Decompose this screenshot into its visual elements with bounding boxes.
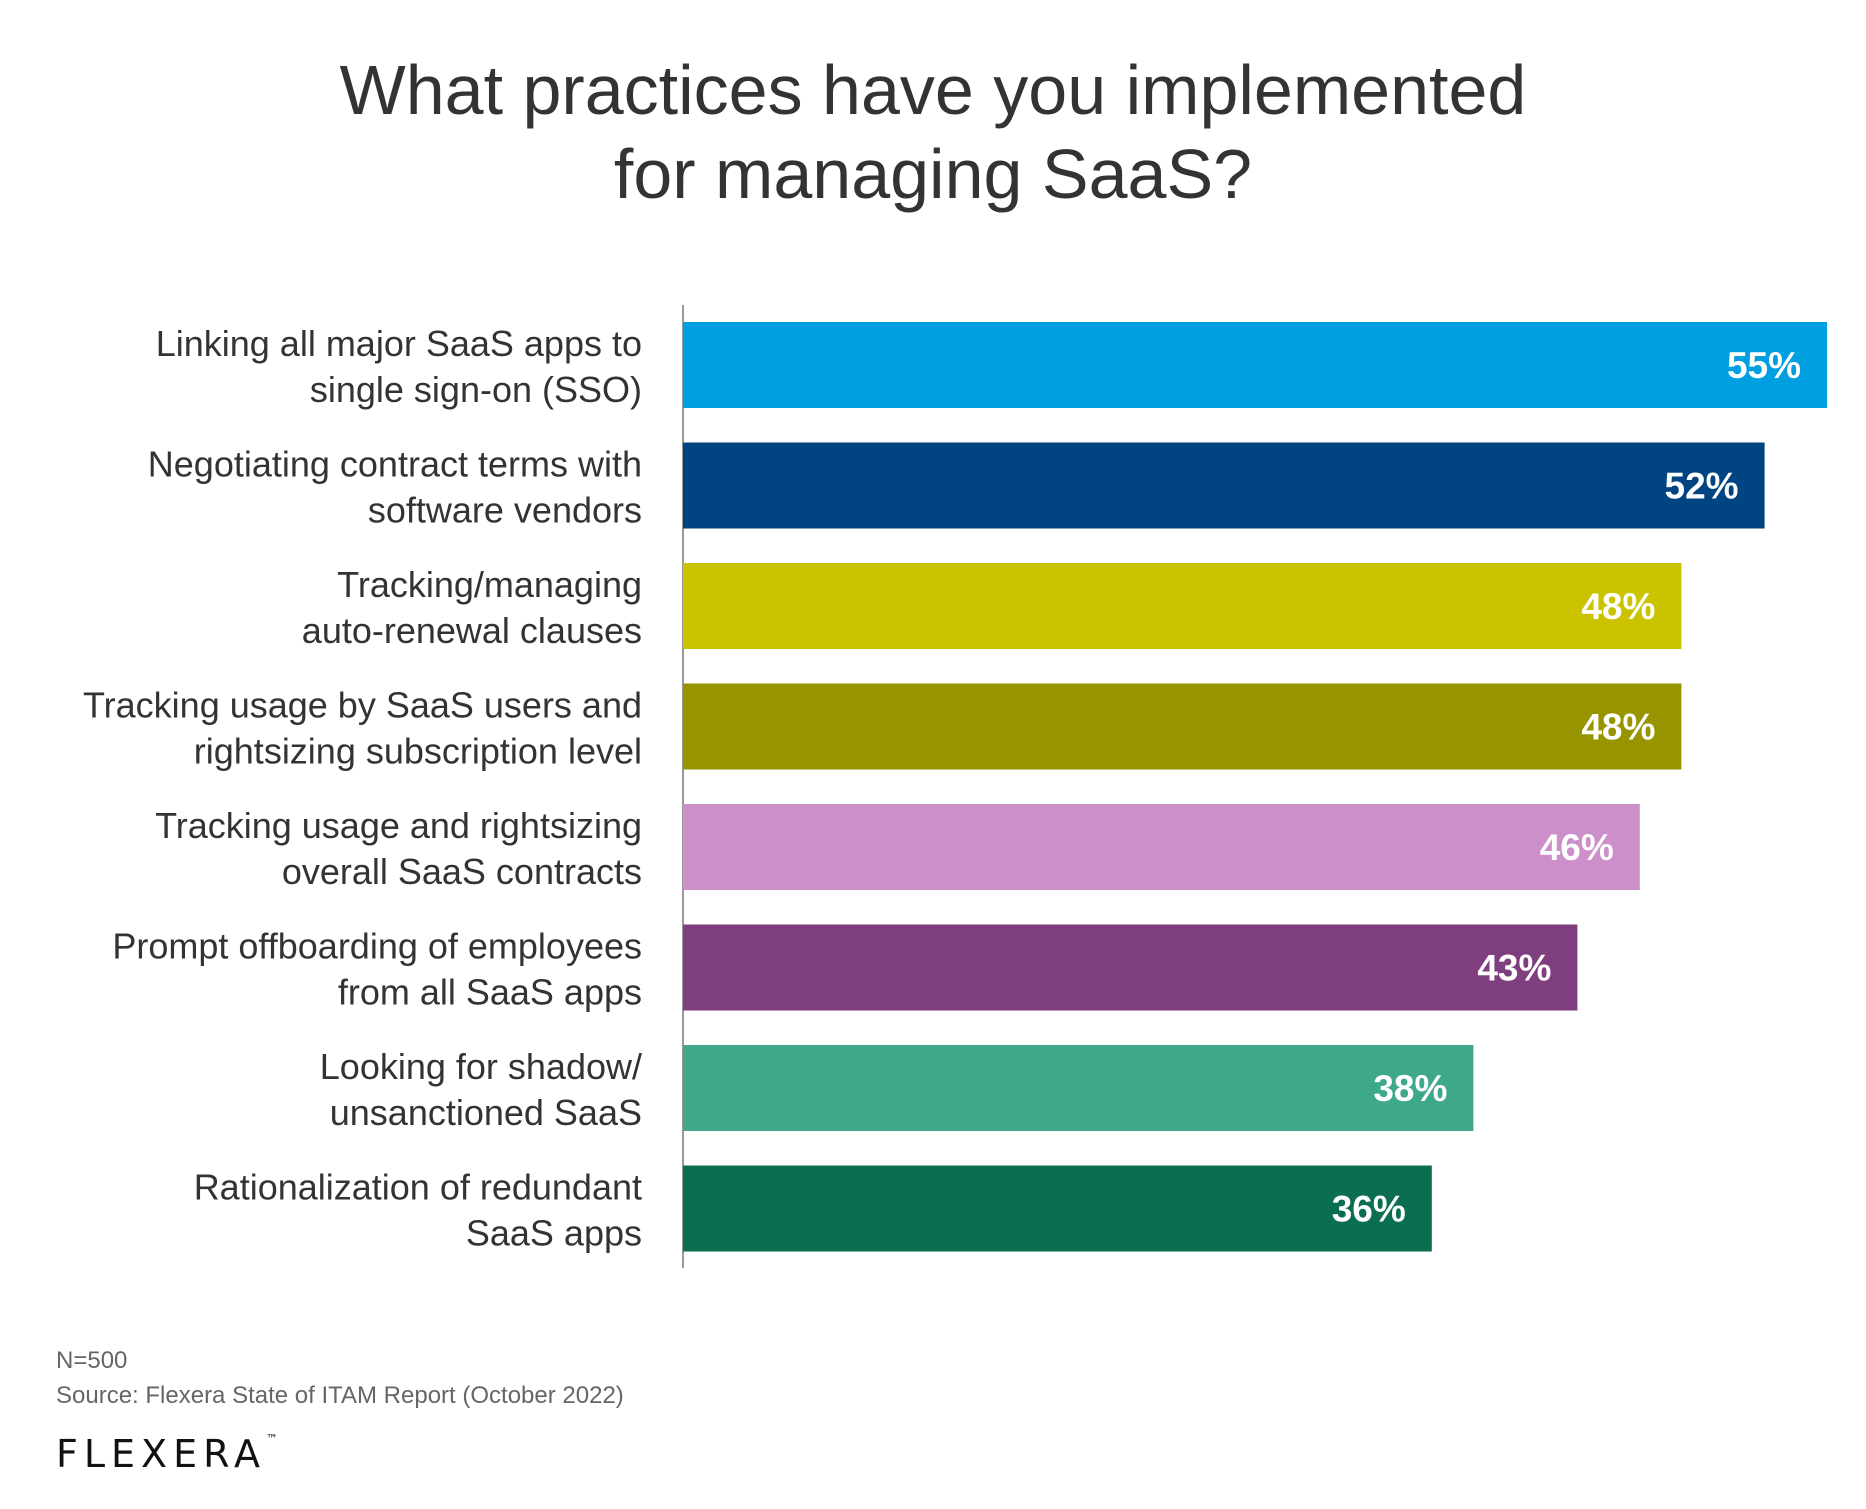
- chart-title-line-2: for managing SaaS?: [613, 135, 1253, 213]
- bar-6: [683, 1045, 1474, 1131]
- category-label-7-line-1: Rationalization of redundant: [194, 1167, 642, 1208]
- category-label-0-line-1: Linking all major SaaS apps to: [156, 323, 642, 364]
- category-label-1-line-1: Negotiating contract terms with: [148, 444, 642, 485]
- bar-0: [683, 322, 1827, 408]
- value-label-2: 48%: [1581, 586, 1655, 627]
- flexera-logo: FLEXERA™: [56, 1432, 278, 1476]
- category-label-4-line-2: overall SaaS contracts: [282, 851, 642, 892]
- bar-4: [683, 804, 1640, 890]
- bar-chart: 55% Linking all major SaaS apps to single …: [83, 305, 1827, 1268]
- value-label-5: 43%: [1477, 948, 1551, 989]
- category-label-1-line-2: software vendors: [368, 490, 642, 531]
- value-label-4: 46%: [1540, 827, 1614, 868]
- logo-trademark: ™: [265, 1432, 278, 1446]
- bar-5: [683, 924, 1578, 1011]
- category-label-0-line-2: single sign-on (SSO): [310, 369, 642, 410]
- category-label-6-line-1: Looking for shadow/: [320, 1046, 642, 1087]
- chart-title: What practices have you implemented for …: [0, 48, 1866, 216]
- bar-2: [683, 563, 1682, 649]
- bar-7: [683, 1165, 1432, 1252]
- chart-title-line-1: What practices have you implemented: [339, 51, 1527, 129]
- value-label-6: 38%: [1373, 1068, 1447, 1109]
- value-label-0: 55%: [1727, 345, 1801, 386]
- category-label-3-line-2: rightsizing subscription level: [194, 731, 642, 772]
- category-label-5-line-1: Prompt offboarding of employees: [112, 926, 642, 967]
- logo-text: FLEXERA: [56, 1432, 266, 1476]
- value-label-1: 52%: [1665, 466, 1739, 507]
- category-label-5-line-2: from all SaaS apps: [338, 972, 642, 1013]
- category-label-7-line-2: SaaS apps: [466, 1213, 642, 1254]
- source-note: Source: Flexera State of ITAM Report (Oc…: [56, 1382, 624, 1409]
- bar-3: [683, 683, 1682, 770]
- bar-1: [683, 442, 1765, 529]
- sample-size-note: N=500: [56, 1347, 128, 1374]
- category-label-2-line-1: Tracking/managing: [337, 564, 642, 605]
- category-label-6-line-2: unsanctioned SaaS: [330, 1092, 642, 1133]
- category-label-2-line-2: auto-renewal clauses: [302, 610, 642, 651]
- value-label-3: 48%: [1581, 707, 1655, 748]
- value-label-7: 36%: [1332, 1189, 1406, 1230]
- category-label-3-line-1: Tracking usage by SaaS users and: [83, 685, 642, 726]
- category-label-4-line-1: Tracking usage and rightsizing: [155, 805, 642, 846]
